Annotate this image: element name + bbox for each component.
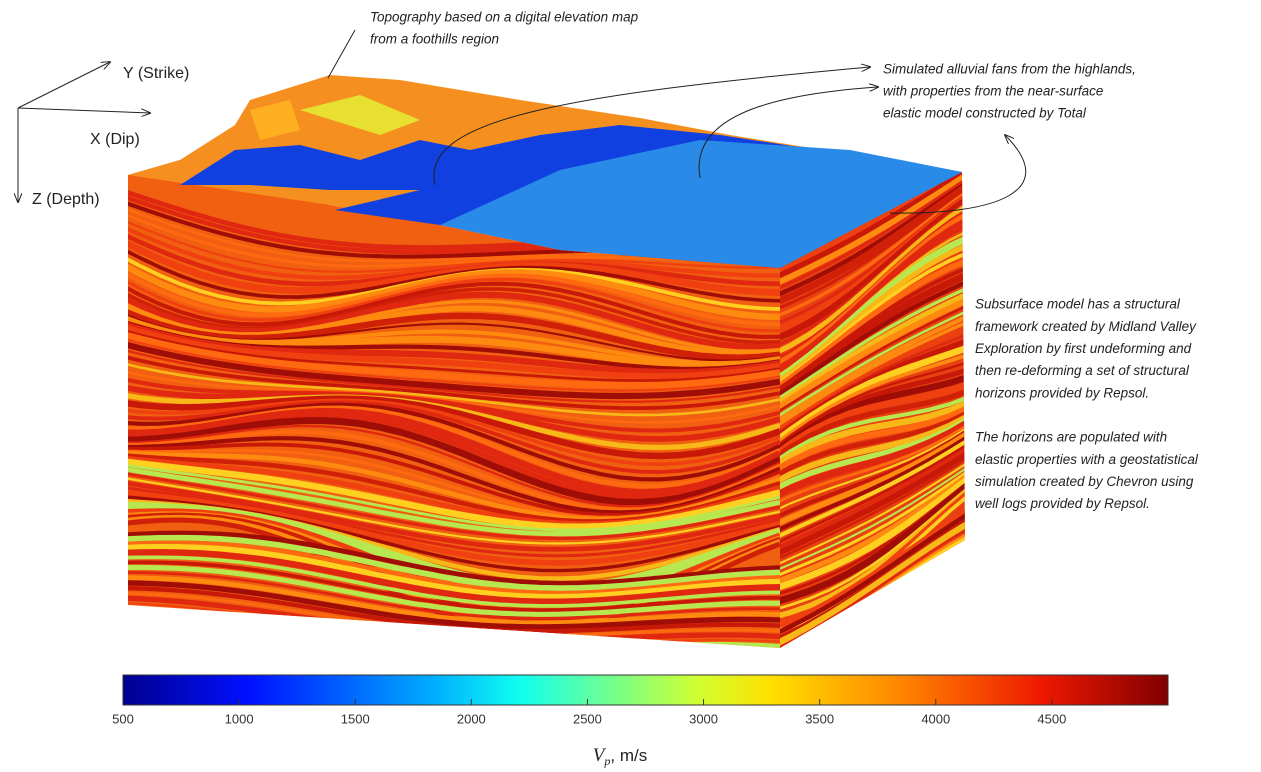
tick-label: 2000	[457, 711, 486, 726]
annotation-line: then re-deforming a set of structural	[975, 363, 1190, 378]
annotation-line: with properties from the near-surface	[883, 84, 1103, 99]
tick-label: 2500	[573, 711, 602, 726]
colorbar: 500 1000 1500 2000 2500 3000 3500 4000 4500	[112, 675, 1168, 726]
annotation-line: well logs provided by Repsol.	[975, 496, 1150, 511]
annotation-line: Exploration by first undeforming and	[975, 341, 1192, 356]
annotation-line: Topography based on a digital elevation …	[370, 10, 639, 25]
annotation-line: The horizons are populated with	[975, 430, 1167, 445]
axis-label: Y (Strike)	[123, 65, 189, 82]
annotation-line: framework created by Midland Valley	[975, 319, 1197, 334]
annotation-line: simulation created by Chevron using	[975, 474, 1194, 489]
figure: Y (Strike) X (Dip) Z (Depth) Topography …	[0, 0, 1261, 772]
annotation-line: from a foothills region	[370, 32, 499, 47]
tick-label: 1500	[341, 711, 370, 726]
tick-label: 4000	[921, 711, 950, 726]
tick-label: 3500	[805, 711, 834, 726]
annotation-line: horizons provided by Repsol.	[975, 385, 1149, 400]
annotation-line: elastic model constructed by Total	[883, 106, 1087, 121]
colorbar-label: Vp, m/s	[593, 745, 647, 767]
tick-label: 500	[112, 711, 134, 726]
tick-label: 3000	[689, 711, 718, 726]
axis-label: Z (Depth)	[32, 191, 100, 208]
annotation-line: Simulated alluvial fans from the highlan…	[883, 62, 1136, 77]
unit: , m/s	[610, 746, 647, 765]
annotation-line: elastic properties with a geostatistical	[975, 452, 1199, 467]
colorbar-scale	[123, 675, 1168, 705]
subscript: p	[603, 754, 610, 768]
annotation-line: Subsurface model has a structural	[975, 297, 1181, 312]
tick-label: 1000	[225, 711, 254, 726]
tick-label: 4500	[1037, 711, 1066, 726]
axis-label: X (Dip)	[90, 131, 140, 148]
